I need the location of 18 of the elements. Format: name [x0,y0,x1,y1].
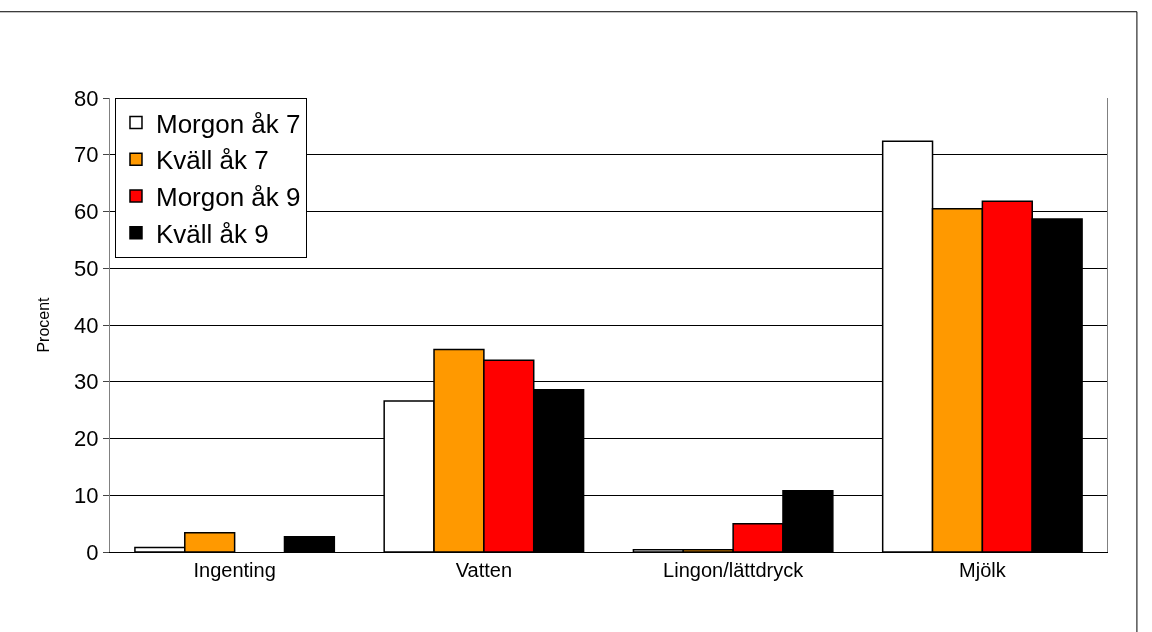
y-axis-title: Procent [35,296,53,353]
y-tick-label: 0 [86,539,99,565]
legend-label: Kväll åk 9 [155,218,269,249]
x-tick-label: Lingon/lättdryck [663,559,805,581]
legend-label: Morgon åk 9 [155,182,301,213]
y-tick-label: 60 [74,199,99,225]
y-tick-label: 80 [74,85,99,111]
legend-label: Morgon åk 7 [155,108,301,139]
y-tick-label: 50 [74,255,99,281]
x-tick-label: Vatten [455,559,513,581]
y-tick-label: 20 [74,426,99,452]
y-tick-label: 70 [74,142,99,168]
y-tick-label: 40 [74,312,99,338]
legend-label: Kväll åk 7 [155,145,269,176]
y-tick-label: 10 [74,482,99,508]
x-tick-label: Ingenting [193,559,276,581]
y-tick-label: 30 [74,369,99,395]
x-tick-label: Mjölk [959,559,1007,581]
